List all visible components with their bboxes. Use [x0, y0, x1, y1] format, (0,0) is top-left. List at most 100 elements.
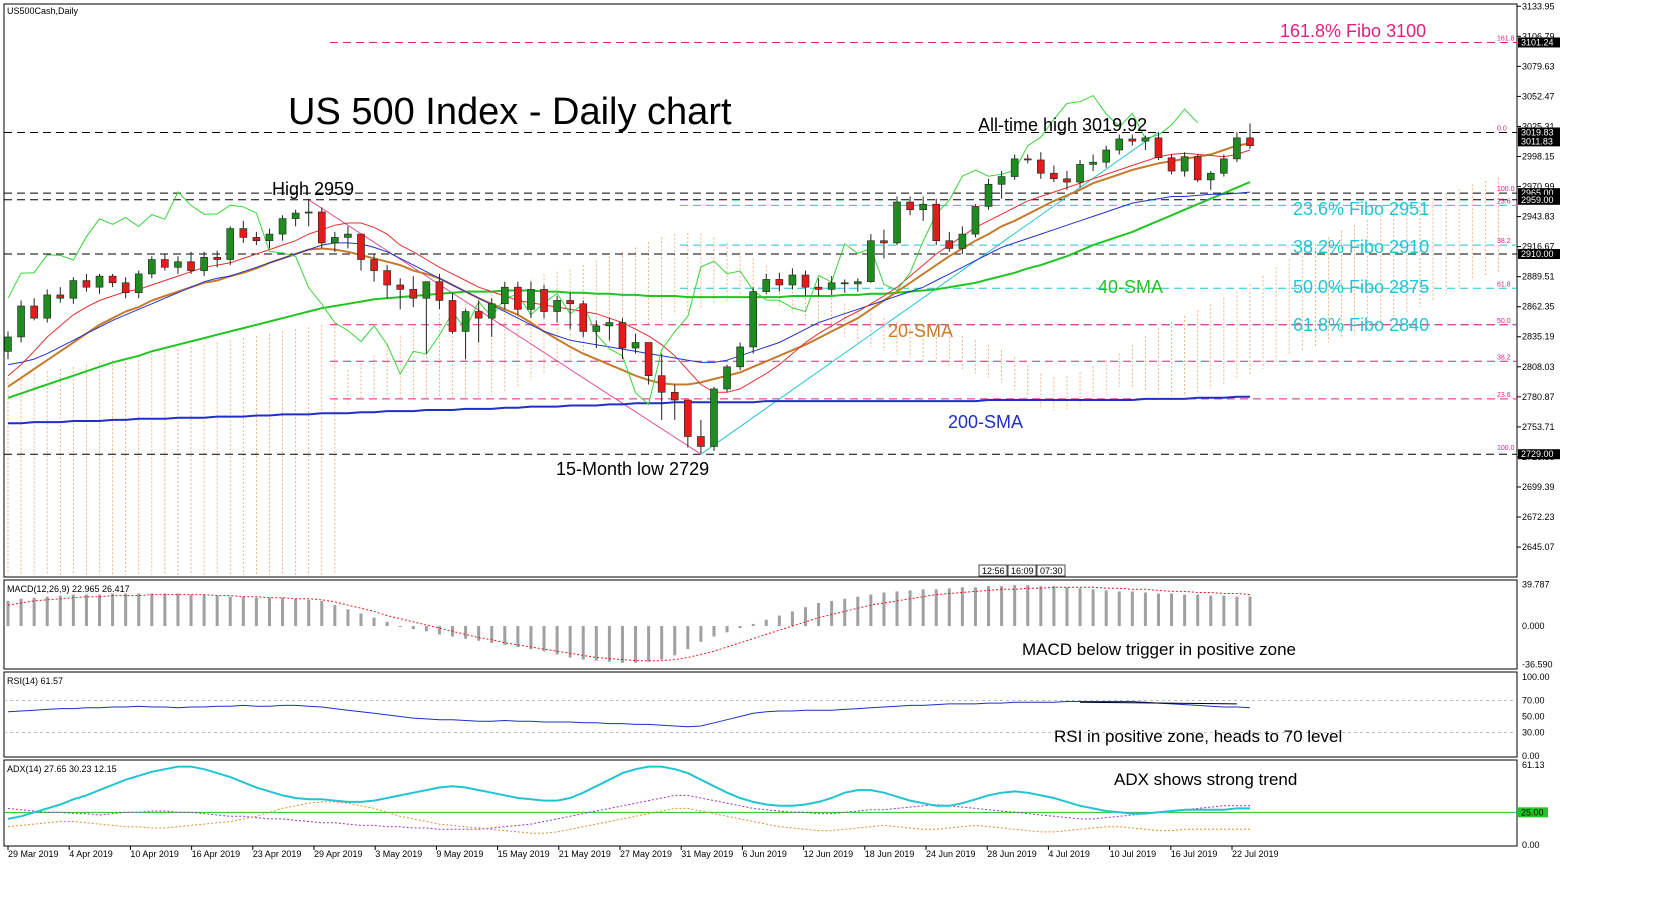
macd-bar — [267, 597, 271, 627]
macd-bar — [228, 596, 232, 627]
macd-bar — [699, 626, 703, 642]
macd-tick-label: 39.787 — [1522, 579, 1550, 589]
macd-bar — [555, 626, 559, 655]
candle-body — [592, 325, 601, 332]
macd-bar — [542, 626, 546, 652]
macd-bar — [647, 626, 651, 662]
macd-bar — [202, 594, 206, 627]
indicator-lines — [7, 94, 1251, 425]
macd-bar — [111, 593, 115, 627]
macd-bar — [464, 626, 468, 639]
minus-di-line — [7, 801, 1250, 834]
macd-bar — [1235, 596, 1239, 627]
adx-tick-label: 0.00 — [1522, 840, 1540, 850]
candle-body — [1063, 178, 1071, 183]
time-tick-label: 12 Jun 2019 — [804, 849, 854, 859]
price-badge — [1518, 37, 1560, 48]
ath-annotation: All-time high 3019.92 — [978, 115, 1147, 135]
macd-bar — [673, 626, 677, 656]
candle-body — [383, 270, 391, 286]
macd-bar — [1130, 591, 1134, 627]
candle-body — [500, 286, 509, 305]
candle-body — [1102, 149, 1110, 163]
macd-label: MACD(12,26,9) 22.965 26.417 — [7, 584, 130, 594]
candle-body — [997, 176, 1006, 185]
time-tick-label: 10 Jul 2019 — [1110, 849, 1157, 859]
macd-bar — [987, 586, 991, 627]
candle-body — [200, 257, 208, 271]
candle-body — [134, 273, 143, 294]
adx-note: ADX shows strong trend — [1114, 770, 1297, 789]
macd-bar — [973, 587, 977, 627]
fibo-small-label: 38.2 — [1497, 354, 1511, 361]
time-tick-label: 9 May 2019 — [436, 849, 483, 859]
macd-bar — [607, 626, 611, 662]
price-tick-label: 2835.19 — [1522, 332, 1555, 342]
macd-bar — [960, 587, 964, 627]
time-tick-label: 3 May 2019 — [375, 849, 422, 859]
candle-body — [291, 212, 300, 219]
time-tick-label: 28 Jun 2019 — [987, 849, 1037, 859]
candle-body — [1050, 172, 1058, 180]
macd-bar — [346, 609, 350, 627]
symbol-label: US500Cash,Daily — [7, 6, 79, 16]
macd-bar — [215, 595, 219, 627]
adx-25-badge-label: 25.00 — [1521, 807, 1544, 817]
candle-body — [670, 391, 679, 401]
macd-bar — [477, 626, 481, 641]
macd-bar — [32, 597, 36, 627]
macd-bar — [71, 594, 75, 627]
candle-body — [82, 280, 91, 288]
sma20-label: 20-SMA — [888, 321, 953, 341]
macd-bar — [830, 600, 834, 627]
time-tick-label: 22 Jul 2019 — [1232, 849, 1279, 859]
macd-bar — [189, 594, 193, 627]
kijun-line — [7, 191, 1251, 366]
macd-bar — [1026, 585, 1030, 627]
rsi-line — [7, 701, 1251, 728]
candle-body — [919, 203, 927, 211]
candle-body — [710, 388, 718, 447]
candle-body — [527, 289, 535, 310]
candle-body — [43, 294, 52, 319]
price-tick-label: 2862.35 — [1522, 302, 1555, 312]
candle-body — [422, 281, 431, 299]
macd-bar — [490, 626, 494, 643]
fibo-small-label: 23.6 — [1497, 392, 1511, 399]
candle-body — [357, 233, 365, 260]
macd-bar — [764, 619, 768, 627]
candle-body — [331, 237, 339, 244]
adx-tick-label: 61.13 — [1522, 760, 1545, 770]
price-badge-label: 2965.00 — [1521, 188, 1554, 198]
candle-body — [1233, 137, 1241, 160]
macd-bar — [882, 592, 886, 627]
macd-bar — [58, 595, 62, 627]
candle-body — [396, 284, 405, 290]
macd-bar — [163, 593, 167, 627]
macd-bar — [372, 617, 376, 627]
price-tick-label: 3052.47 — [1522, 91, 1555, 101]
candle-body — [853, 281, 862, 285]
candle-body — [121, 282, 130, 294]
macd-bar — [686, 626, 690, 650]
macd-bar — [294, 598, 298, 627]
price-badge-label: 3101.24 — [1521, 37, 1554, 47]
macd-bar — [817, 602, 821, 627]
macd-bar — [1209, 595, 1213, 627]
candle-body — [984, 184, 993, 207]
price-badge — [1518, 127, 1560, 138]
candle-body — [736, 346, 744, 368]
fibo-small-label: 100.0 — [1497, 445, 1515, 452]
macd-bar — [581, 626, 585, 660]
candle-body — [1154, 137, 1163, 159]
macd-bar — [150, 593, 154, 627]
candle-body — [893, 201, 901, 244]
candle-body — [657, 375, 666, 393]
price-badge — [1518, 449, 1560, 460]
candle-body — [187, 261, 195, 271]
candle-body — [304, 211, 313, 214]
candle-body — [1037, 159, 1045, 174]
macd-bar — [568, 626, 572, 658]
macd-signal-line — [7, 586, 1251, 662]
rsi-tick-label: 50.00 — [1522, 712, 1545, 722]
